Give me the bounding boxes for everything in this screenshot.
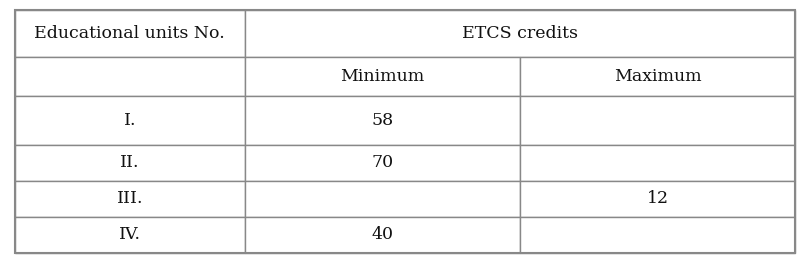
Text: I.: I. (123, 112, 136, 129)
Text: IV.: IV. (119, 226, 141, 243)
Bar (520, 181, 795, 217)
Text: 58: 58 (372, 112, 394, 129)
Bar (520, 57, 795, 96)
Bar (245, 145, 520, 181)
Text: Maximum: Maximum (614, 68, 701, 85)
Bar (15, 10, 245, 57)
Text: Educational units No.: Educational units No. (34, 25, 225, 42)
Bar (15, 57, 245, 96)
Text: II.: II. (120, 155, 139, 171)
Bar (15, 217, 245, 253)
Bar (520, 145, 795, 181)
Bar (245, 217, 520, 253)
Bar (15, 181, 245, 217)
Text: 12: 12 (646, 190, 669, 207)
Text: 70: 70 (372, 155, 394, 171)
Bar (520, 217, 795, 253)
Bar (15, 96, 245, 145)
Bar (245, 181, 520, 217)
Bar (15, 145, 245, 181)
Text: ETCS credits: ETCS credits (463, 25, 578, 42)
Bar (520, 96, 795, 145)
Bar (245, 10, 795, 57)
Text: 40: 40 (372, 226, 394, 243)
Text: Minimum: Minimum (340, 68, 424, 85)
Bar (245, 96, 520, 145)
Text: III.: III. (117, 190, 143, 207)
Bar (245, 57, 520, 96)
